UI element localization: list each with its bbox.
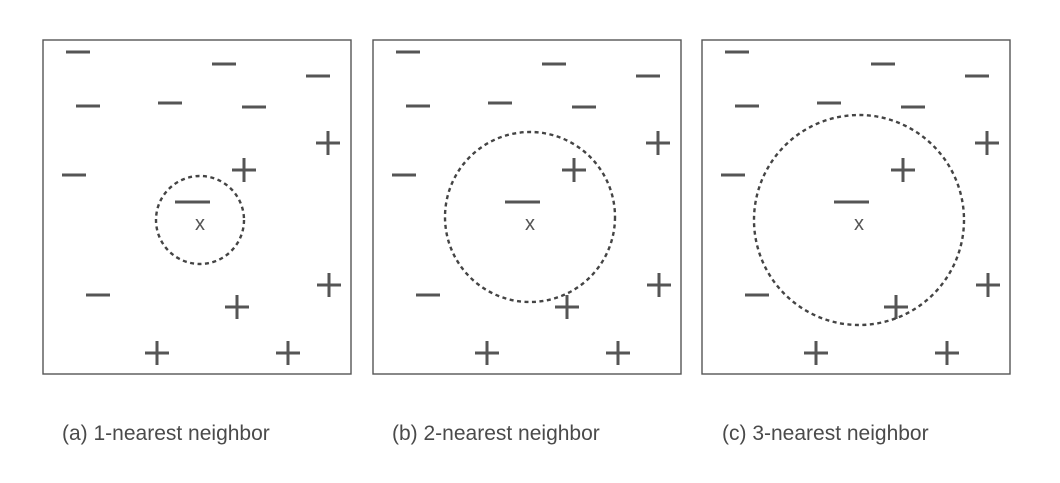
panel-3-nearest: x (701, 39, 1011, 375)
plus-mark (555, 295, 579, 319)
plus-mark (884, 295, 908, 319)
plus-mark (316, 131, 340, 155)
plus-mark (647, 273, 671, 297)
plus-mark (646, 131, 670, 155)
neighborhood-circle (752, 113, 966, 327)
plus-mark (606, 341, 630, 365)
panel-frame (701, 39, 1011, 375)
caption-1-nearest: (a) 1-nearest neighbor (62, 422, 270, 445)
plus-mark (562, 158, 586, 182)
plus-mark (975, 131, 999, 155)
plus-mark (804, 341, 828, 365)
plus-mark (475, 341, 499, 365)
plus-mark (145, 341, 169, 365)
plus-mark (225, 295, 249, 319)
plus-mark (317, 273, 341, 297)
caption-2-nearest: (b) 2-nearest neighbor (392, 422, 600, 445)
neighborhood-circle (154, 174, 246, 266)
panel-2-nearest: x (372, 39, 682, 375)
plus-mark (232, 158, 256, 182)
caption-3-nearest: (c) 3-nearest neighbor (722, 422, 929, 445)
panel-frame (372, 39, 682, 375)
neighborhood-circle (443, 130, 617, 304)
plus-mark (935, 341, 959, 365)
panel-frame (42, 39, 352, 375)
query-point-label: x (195, 213, 205, 235)
query-point-label: x (854, 213, 864, 235)
plus-mark (891, 158, 915, 182)
query-point-label: x (525, 213, 535, 235)
plus-mark (276, 341, 300, 365)
plus-mark (976, 273, 1000, 297)
panel-1-nearest: x (42, 39, 352, 375)
